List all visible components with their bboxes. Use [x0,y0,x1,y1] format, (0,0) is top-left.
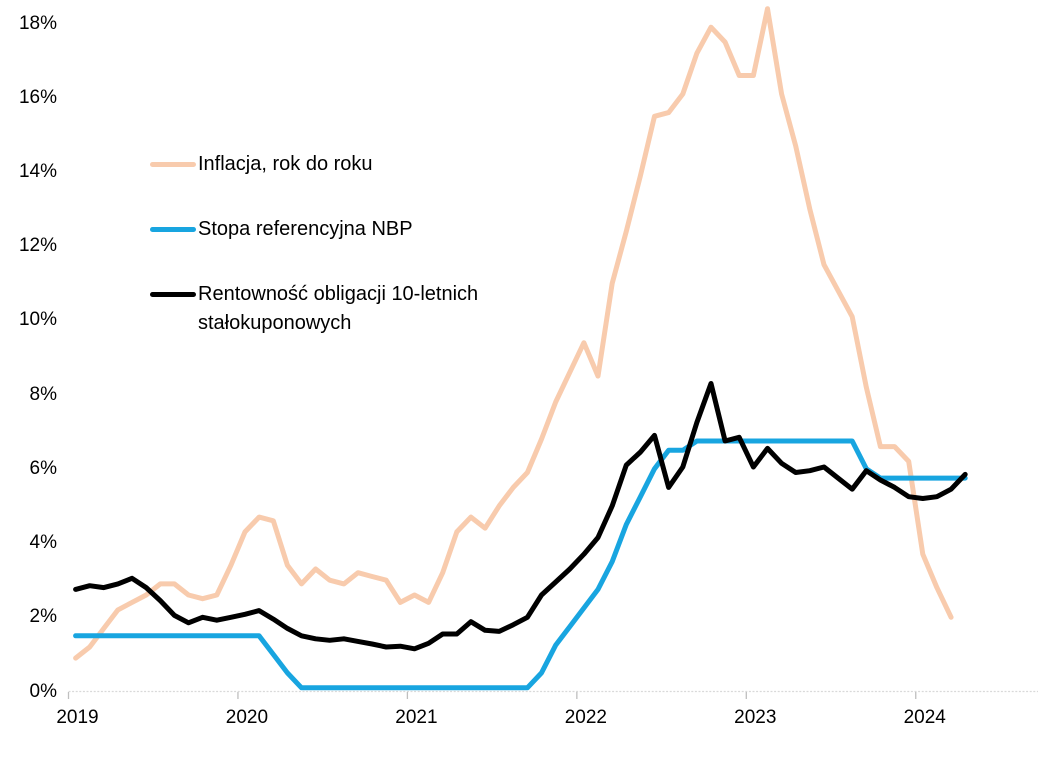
legend-item-inflation: Inflacja, rok do roku [150,150,373,179]
nbp-rate-line [73,438,968,691]
legend-item-nbp-rate: Stopa referencyjna NBP [150,215,413,244]
legend-label-inflation: Inflacja, rok do roku [198,153,373,175]
bond-yield-line [73,381,968,652]
inflation-line [73,6,954,661]
x-axis-ticks [67,692,917,699]
legend-label-nbp-rate: Stopa referencyjna NBP [198,218,413,240]
inflation-swatch [150,162,196,167]
nbp-rate-swatch [150,227,196,232]
legend-label-bond-yield: Rentowność obligacji 10-letnich stałokup… [198,283,479,334]
bond-yield-swatch [150,292,196,297]
legend-item-bond-yield: Rentowność obligacji 10-letnich stałokup… [150,280,538,338]
